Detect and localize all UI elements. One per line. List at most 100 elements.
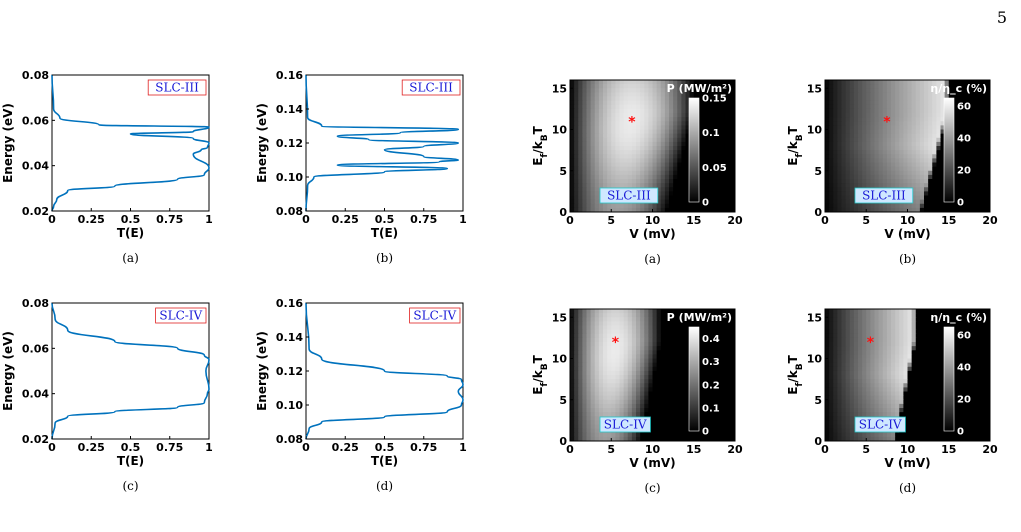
structure-tag: SLC-III (607, 189, 651, 203)
colorbar-tick-label: 20 (957, 395, 971, 406)
x-tick-label: 10 (645, 443, 661, 456)
x-tick-label: 0 (566, 214, 574, 227)
x-tick-label: 15 (941, 214, 956, 227)
x-tick-label: 5 (607, 443, 615, 456)
panel-caption: (b) (899, 252, 916, 266)
y-tick-label: 10 (807, 124, 823, 137)
y-tick-label: 15 (807, 311, 822, 324)
x-tick-label: 0.5 (375, 441, 395, 454)
x-tick-label: 0 (566, 443, 574, 456)
panel-caption: (d) (899, 481, 916, 495)
colorbar-tick-label: 0.15 (702, 94, 727, 105)
x-axis-label: V (mV) (629, 456, 675, 470)
panel-caption: (c) (644, 481, 660, 495)
x-tick-label: 0.75 (410, 213, 437, 226)
y-tick-label: 10 (552, 124, 568, 137)
y-tick-label: 0 (814, 435, 822, 448)
x-tick-label: 0.25 (78, 213, 105, 226)
x-axis-label: V (mV) (884, 227, 930, 241)
y-tick-label: 0.04 (22, 388, 49, 401)
y-tick-label: 15 (552, 82, 567, 95)
x-tick-label: 0.75 (156, 213, 183, 226)
y-tick-label: 0.02 (22, 205, 49, 218)
y-tick-label: 0.06 (22, 114, 49, 127)
x-tick-label: 0.5 (375, 213, 395, 226)
y-tick-label: 5 (559, 165, 567, 178)
efficiency-map: 0 20 40 60 η/η_c (%) * SLC-IV Ef/kBT (d) (786, 308, 991, 495)
x-tick-label: 0.5 (121, 213, 141, 226)
power-map: 0 0.05 0.1 0.15P (MW/m²) * SLC-III Ef/kBT (a) (531, 79, 736, 266)
structure-tag-box (854, 187, 914, 204)
x-tick-label: 20 (727, 214, 743, 227)
x-tick-label: 10 (900, 443, 916, 456)
structure-tag: SLC-IV (859, 418, 902, 432)
colorbar-title: P (MW/m²) (667, 311, 732, 324)
y-axis-label: Ef/kBT (786, 125, 805, 165)
x-tick-label: 0.25 (332, 213, 359, 226)
colorbar (688, 326, 700, 432)
x-tick-label: 0.5 (121, 441, 141, 454)
x-tick-label: 10 (645, 214, 661, 227)
x-tick-label: 15 (686, 443, 701, 456)
colorbar-title: η/η_c (%) (930, 311, 987, 324)
map-field (570, 309, 735, 441)
y-tick-label: 0.08 (276, 433, 303, 446)
x-tick-label: 0.75 (156, 441, 183, 454)
structure-tag-box (599, 187, 659, 204)
y-tick-label: 5 (559, 394, 567, 407)
y-tick-label: 15 (807, 82, 822, 95)
optimum-marker: * (867, 335, 875, 351)
colorbar-tick-label: 0 (702, 427, 709, 438)
x-tick-label: 10 (900, 214, 916, 227)
colorbar-tick-label: 0.1 (702, 403, 720, 414)
x-tick-label: 1 (205, 213, 213, 226)
y-tick-label: 0.02 (22, 433, 49, 446)
optimum-marker: * (883, 114, 891, 130)
y-tick-label: 0 (559, 206, 567, 219)
transmission-plot: Energy (eV) SLC-IV (c) (1, 302, 210, 493)
x-axis-label: T(E) (371, 226, 398, 240)
y-tick-label: 0.06 (22, 342, 49, 355)
x-tick-label: 0.75 (410, 441, 437, 454)
y-tick-label: 0.10 (276, 399, 303, 412)
colorbar-tick-label: 60 (957, 331, 971, 342)
y-axis-label: Energy (eV) (1, 331, 15, 411)
x-axis-label: T(E) (117, 226, 144, 240)
colorbar-tick-label: 0.4 (702, 334, 720, 345)
transmission-plot: Energy (eV) SLC-IV (d) (255, 302, 464, 493)
x-tick-label: 5 (862, 214, 870, 227)
transmission-axes: 0 0.25 0.5 0.75 1 0.08 0.10 0.12 0.14 0.16 T(E) (276, 69, 467, 240)
x-tick-label: 20 (982, 443, 998, 456)
transmission-axes: 0 0.25 0.5 0.75 1 0.02 0.04 0.06 0.08 T(E) (22, 69, 213, 240)
x-axis-label: T(E) (117, 454, 144, 468)
x-tick-label: 0 (821, 214, 829, 227)
structure-tag: SLC-IV (159, 309, 202, 323)
colorbar (943, 97, 955, 203)
structure-tag: SLC-IV (604, 418, 647, 432)
map-field (825, 309, 990, 441)
y-axis-label: Energy (eV) (255, 103, 269, 183)
y-tick-label: 0 (814, 206, 822, 219)
y-axis-label: Ef/kBT (531, 125, 550, 165)
colorbar-tick-label: 20 (957, 166, 971, 177)
x-axis-label: T(E) (371, 454, 398, 468)
structure-tag-box (155, 307, 207, 324)
transmission-axes: 0 0.25 0.5 0.75 1 0.08 0.10 0.12 0.14 0.16 T(E) (276, 297, 467, 468)
plot-frame (51, 302, 210, 440)
y-tick-label: 0 (559, 435, 567, 448)
x-tick-label: 15 (686, 214, 701, 227)
y-tick-label: 5 (814, 394, 822, 407)
x-tick-label: 0.25 (78, 441, 105, 454)
colorbar (943, 326, 955, 432)
heatmap-axes: 0 5 10 15 20 0 5 10 15 V (mV) (807, 82, 998, 241)
panel-caption: (d) (376, 479, 393, 493)
y-tick-label: 10 (552, 353, 568, 366)
x-tick-label: 15 (941, 443, 956, 456)
y-tick-label: 0.08 (22, 69, 49, 82)
panel-caption: (b) (376, 251, 393, 265)
plot-frame (305, 74, 464, 212)
structure-tag: SLC-III (409, 81, 453, 95)
y-tick-label: 0.10 (276, 171, 303, 184)
structure-tag: SLC-III (862, 189, 906, 203)
x-tick-label: 1 (459, 213, 467, 226)
